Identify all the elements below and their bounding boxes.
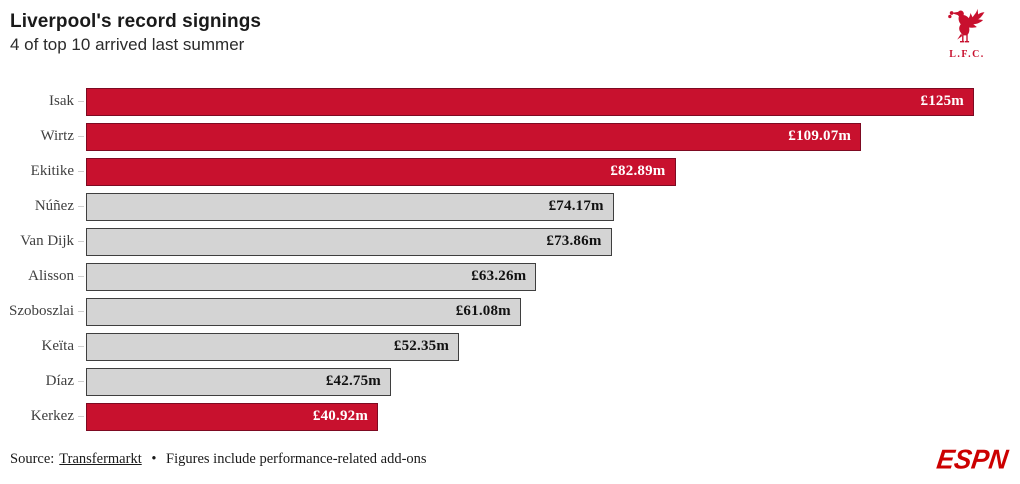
- axis-tick: [78, 276, 84, 277]
- bar-row: Alisson £63.26m: [0, 259, 972, 294]
- bar-track: £82.89m: [86, 157, 972, 186]
- source-link[interactable]: Transfermarkt: [59, 451, 142, 467]
- bars: Isak £125m Wirtz £109.07m Ekitike £82.89m Núñe…: [0, 84, 974, 434]
- bar-label: Szoboszlai: [9, 303, 74, 319]
- bar-track: £73.86m: [86, 227, 972, 256]
- bar[interactable]: £40.92m: [86, 402, 379, 431]
- bar-value: £61.08m: [455, 303, 511, 319]
- bar-label: Kerkez: [30, 408, 74, 424]
- axis-tick: [78, 416, 84, 417]
- bar-label: Van Dijk: [20, 233, 74, 249]
- bar-track: £74.17m: [86, 192, 972, 221]
- separator-bullet: •: [151, 451, 157, 467]
- liver-bird-icon: [940, 6, 994, 48]
- bar-track: £40.92m: [86, 402, 972, 431]
- bar-row: Van Dijk £73.86m: [0, 224, 972, 259]
- bar-label: Keïta: [41, 338, 74, 354]
- axis-tick: [78, 101, 84, 102]
- bar-label: Isak: [49, 93, 74, 109]
- bar[interactable]: £63.26m: [86, 262, 537, 291]
- bar-row: Díaz £42.75m: [0, 364, 972, 399]
- bar-label: Núñez: [34, 198, 74, 214]
- axis-tick: [78, 241, 84, 242]
- bar[interactable]: £74.17m: [86, 192, 614, 221]
- axis-tick: [78, 136, 84, 137]
- club-crest-caption: L.F.C.: [949, 49, 985, 60]
- bar-track: £52.35m: [86, 332, 972, 361]
- bar-label: Alisson: [28, 268, 74, 284]
- bar-value: £52.35m: [393, 338, 450, 354]
- bar-row: Núñez £74.17m: [0, 189, 972, 224]
- bar-value: £109.07m: [788, 128, 852, 144]
- bar-row: Isak £125m: [0, 84, 974, 119]
- bar[interactable]: £125m: [86, 87, 974, 116]
- footnote: Figures include performance-related add-…: [166, 451, 427, 467]
- bar-value: £42.75m: [325, 373, 381, 389]
- chart-title: Liverpool's record signings: [10, 11, 262, 32]
- bar-track: £125m: [86, 87, 974, 116]
- bar-label: Wirtz: [40, 128, 74, 144]
- bar[interactable]: £52.35m: [86, 332, 460, 361]
- bar[interactable]: £109.07m: [86, 122, 862, 151]
- bar[interactable]: £42.75m: [86, 367, 391, 396]
- axis-tick: [78, 206, 84, 207]
- bar-chart: Isak £125m Wirtz £109.07m Ekitike £82.89m Núñe…: [0, 84, 974, 434]
- bar-value: £73.86m: [546, 233, 602, 249]
- bar-track: £61.08m: [86, 297, 972, 326]
- axis-tick: [78, 381, 84, 382]
- club-crest: L.F.C.: [940, 6, 994, 60]
- bar-row: Ekitike £82.89m: [0, 154, 972, 189]
- bar-value: £74.17m: [548, 198, 604, 214]
- bar-track: £42.75m: [86, 367, 972, 396]
- axis-tick: [78, 346, 84, 347]
- chart-header: Liverpool's record signings 4 of top 10 …: [10, 10, 261, 56]
- axis-tick: [78, 311, 84, 312]
- bar-value: £63.26m: [471, 268, 527, 284]
- bar-track: £63.26m: [86, 262, 972, 291]
- bar-track: £109.07m: [86, 122, 972, 151]
- chart-subtitle: 4 of top 10 arrived last summer: [10, 35, 245, 54]
- bar-value: £82.89m: [610, 163, 666, 179]
- bar[interactable]: £61.08m: [86, 297, 521, 326]
- bar-row: Keïta £52.35m: [0, 329, 972, 364]
- bar-row: Szoboszlai £61.08m: [0, 294, 972, 329]
- bar-label: Ekitike: [30, 163, 74, 179]
- bar-label: Díaz: [45, 373, 74, 389]
- bar[interactable]: £82.89m: [86, 157, 676, 186]
- source-prefix: Source:: [10, 451, 55, 467]
- source-note: Source: Transfermarkt • Figures include p…: [10, 451, 427, 468]
- bar[interactable]: £73.86m: [86, 227, 612, 256]
- bar-value: £125m: [920, 93, 964, 109]
- bar-value: £40.92m: [312, 408, 369, 424]
- axis-tick: [78, 171, 84, 172]
- espn-logo: ESPN: [935, 443, 1011, 475]
- bar-row: Kerkez £40.92m: [0, 399, 972, 434]
- bar-row: Wirtz £109.07m: [0, 119, 972, 154]
